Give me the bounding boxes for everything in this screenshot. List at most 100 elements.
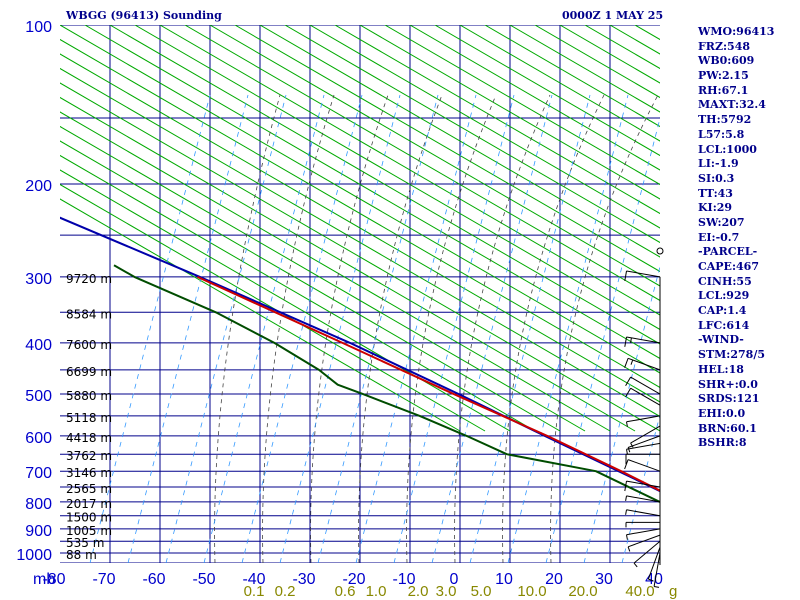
- temperature-tick-label: -70: [92, 571, 115, 588]
- wind-barb-half: [630, 337, 632, 343]
- dry-adiabat: [109, 25, 660, 345]
- station-title: WBGG (96413) Sounding: [66, 9, 222, 22]
- mixing-ratio-label: 5.0: [471, 583, 492, 600]
- index-item: BRN:60.1: [698, 421, 757, 435]
- temperature-tick-label: -30: [292, 571, 315, 588]
- wind-barb: [626, 336, 661, 344]
- moist-adiabat: [454, 94, 551, 563]
- index-item: EHI:0.0: [698, 406, 746, 420]
- index-item: WB0:609: [698, 54, 755, 68]
- wind-barb: [630, 376, 661, 395]
- index-item: EI:-0.7: [698, 230, 740, 244]
- dry-adiabat: [60, 140, 561, 432]
- index-item: L57:5.8: [698, 127, 745, 141]
- index-item: RH:67.1: [698, 83, 749, 97]
- mixing-ratio-line: [431, 94, 553, 563]
- index-item: LCL:1000: [698, 142, 757, 156]
- dry-adiabat: [60, 53, 660, 403]
- height-label: 3762 m: [66, 449, 112, 463]
- index-item: LI:-1.9: [698, 157, 739, 171]
- dry-adiabat: [384, 25, 660, 186]
- mixing-ratio-line: [165, 94, 287, 563]
- mixing-ratio-label: 0.6: [335, 583, 356, 600]
- height-label: 7600 m: [66, 338, 112, 352]
- index-item: LFC:614: [698, 318, 750, 332]
- temperature-tick-label: -80: [42, 571, 65, 588]
- temperature-tick-label: -50: [192, 571, 215, 588]
- mixing-ratio-label: 40.0: [625, 583, 654, 600]
- height-label: 4418 m: [66, 431, 112, 445]
- wind-barb: [627, 534, 661, 548]
- dry-adiabat: [259, 25, 660, 258]
- index-item: HEL:18: [698, 362, 744, 376]
- dry-adiabat: [409, 25, 660, 171]
- moist-adiabat: [406, 94, 497, 563]
- dry-adiabat: [234, 25, 660, 273]
- moist-adiabat: [550, 94, 659, 563]
- indices-panel: WMO:96413 FRZ:548 WB0:609 PW:2.15 RH:67.…: [698, 25, 798, 451]
- wind-barb-half: [626, 449, 628, 455]
- dry-adiabat: [509, 25, 660, 113]
- mixing-ratio-line: [241, 94, 363, 563]
- wind-barb: [626, 415, 661, 423]
- wind-barb: [633, 540, 661, 564]
- mixing-ratio-line: [203, 94, 325, 563]
- height-label: 5880 m: [66, 389, 112, 403]
- wind-barb-flag: [624, 358, 629, 368]
- dry-adiabat: [359, 25, 660, 200]
- dry-adiabat: [534, 25, 660, 99]
- index-item: BSHR:8: [698, 436, 747, 450]
- wind-barb: [647, 547, 661, 580]
- mixing-ratio-line: [469, 94, 591, 563]
- height-label: 2017 m: [66, 497, 112, 511]
- index-item: SRDS:121: [698, 392, 760, 406]
- wind-barb-half: [648, 578, 654, 582]
- mixing-ratio-label: 0.2: [275, 583, 296, 600]
- temperature-line: [196, 275, 660, 492]
- temperature-tick-label: -20: [342, 571, 365, 588]
- temperature-tick-label: -40: [242, 571, 265, 588]
- dry-adiabat: [284, 25, 660, 244]
- mixing-ratio-label: 0.1: [244, 583, 265, 600]
- mixing-ratio-line: [317, 94, 439, 563]
- wind-barb-half: [633, 562, 638, 568]
- moist-adiabat: [310, 94, 389, 563]
- dry-adiabat: [159, 25, 660, 316]
- dry-adiabat: [60, 154, 536, 432]
- height-label: 3146 m: [66, 466, 112, 480]
- wind-barb: [630, 425, 661, 444]
- wind-barb-flag: [624, 336, 627, 347]
- mixing-ratio-label: 2.0: [408, 583, 429, 600]
- wind-barb-half: [626, 534, 628, 540]
- mixing-ratio-line: [355, 94, 477, 563]
- index-item: TH:5792: [698, 113, 752, 127]
- dry-adiabat: [60, 183, 486, 432]
- index-item: KI:29: [698, 201, 733, 215]
- dry-adiabat: [459, 25, 660, 142]
- wind-barb: [627, 435, 661, 448]
- wind-barb: [626, 270, 661, 278]
- dry-adiabat: [184, 25, 660, 302]
- wind-barb-flag: [624, 459, 629, 470]
- index-item: CAP:1.4: [698, 304, 747, 318]
- moist-adiabat: [262, 94, 335, 563]
- height-label: 1500 m: [66, 511, 112, 525]
- index-item: WMO:96413: [698, 25, 775, 38]
- wind-barb-half: [654, 586, 660, 588]
- wind-barb: [627, 459, 661, 472]
- pressure-tick-label: 800: [25, 496, 52, 513]
- pressure-tick-label: 100: [25, 19, 52, 36]
- index-item: FRZ:548: [698, 39, 751, 53]
- index-item: LCL:929: [698, 289, 750, 303]
- wind-barb: [653, 552, 661, 587]
- mixing-ratio-line: [621, 413, 660, 563]
- mixing-ratio-line: [507, 94, 629, 563]
- mixing-ratio-label: 10.0: [517, 583, 546, 600]
- moist-adiabat: [358, 94, 443, 563]
- index-item: PW:2.15: [698, 69, 749, 83]
- wind-barb-half: [627, 546, 631, 552]
- index-item: STM:278/5: [698, 348, 765, 362]
- height-label: 5118 m: [66, 411, 112, 425]
- index-item: SHR+:0.0: [698, 377, 758, 391]
- mixing-ratio-unit: g: [669, 583, 677, 600]
